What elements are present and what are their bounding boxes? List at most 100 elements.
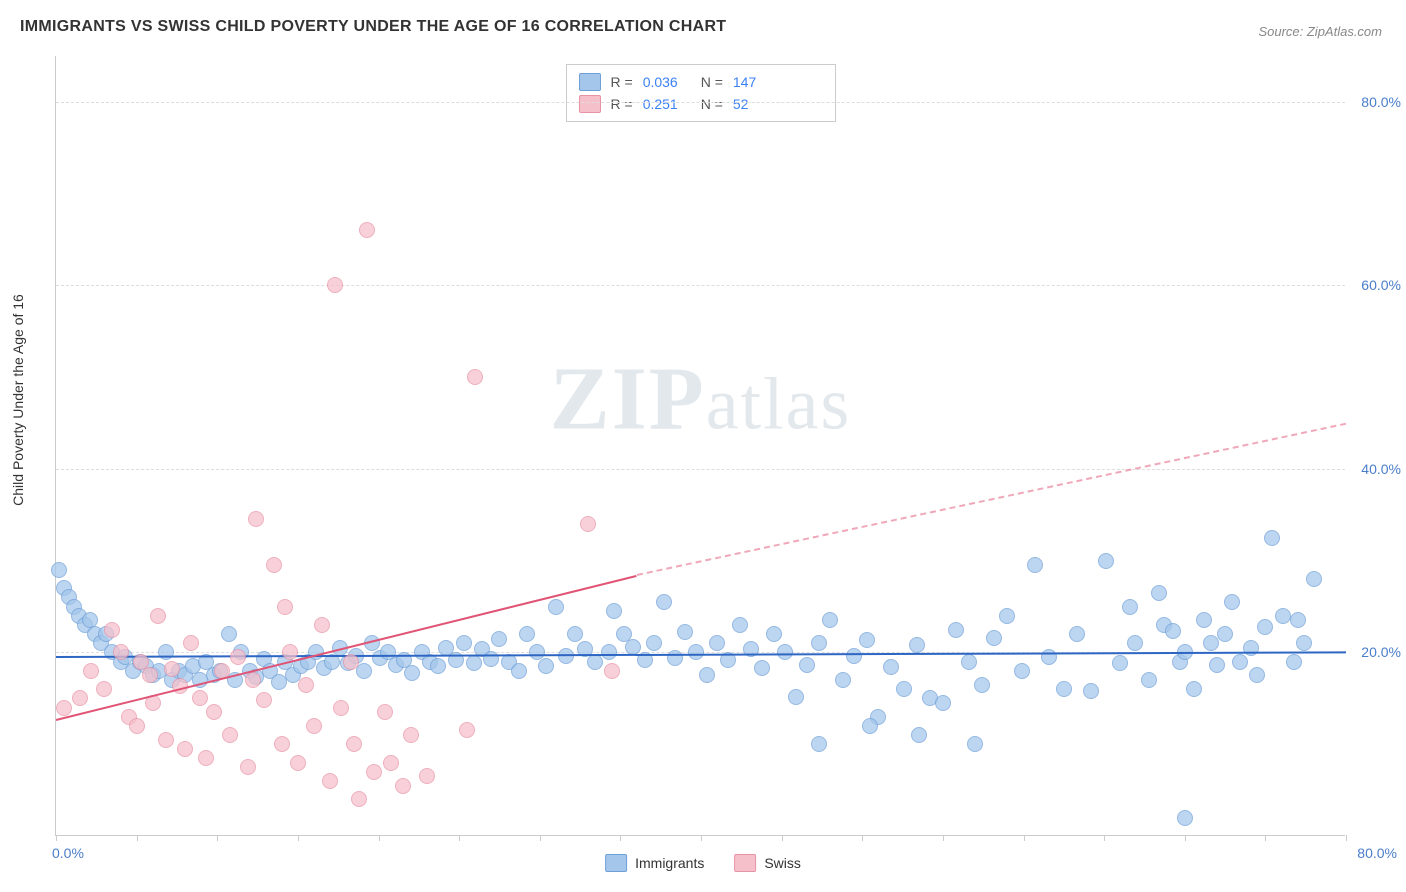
scatter-point — [859, 632, 875, 648]
legend-item: Immigrants — [605, 846, 704, 880]
source-prefix: Source: — [1258, 24, 1306, 39]
r-label-0: R = — [611, 74, 633, 90]
watermark: ZIPatlas — [550, 347, 852, 450]
scatter-point — [277, 599, 293, 615]
scatter-point — [1203, 635, 1219, 651]
scatter-point — [677, 624, 693, 640]
scatter-point — [883, 659, 899, 675]
scatter-point — [222, 727, 238, 743]
scatter-point — [356, 663, 372, 679]
scatter-point — [1083, 683, 1099, 699]
scatter-point — [862, 718, 878, 734]
scatter-point — [688, 644, 704, 660]
scatter-point — [404, 665, 420, 681]
legend-label: Immigrants — [635, 855, 704, 871]
scatter-point — [230, 649, 246, 665]
legend-label: Swiss — [764, 855, 801, 871]
scatter-point — [1296, 635, 1312, 651]
scatter-point — [333, 700, 349, 716]
scatter-point — [601, 644, 617, 660]
scatter-point — [519, 626, 535, 642]
swatch-immigrants — [579, 73, 601, 91]
scatter-point — [177, 741, 193, 757]
r-value-0: 0.036 — [643, 74, 691, 90]
scatter-point — [667, 650, 683, 666]
xtick-mark — [1346, 835, 1347, 841]
watermark-zip: ZIP — [550, 349, 706, 448]
scatter-point — [221, 626, 237, 642]
scatter-point — [1177, 810, 1193, 826]
xtick-mark — [701, 835, 702, 841]
xtick-mark — [1024, 835, 1025, 841]
scatter-point — [999, 608, 1015, 624]
scatter-point — [935, 695, 951, 711]
scatter-point — [96, 681, 112, 697]
gridline — [56, 469, 1345, 470]
scatter-point — [51, 562, 67, 578]
xtick-mark — [943, 835, 944, 841]
scatter-point — [1112, 655, 1128, 671]
scatter-point — [709, 635, 725, 651]
xtick-mark — [1185, 835, 1186, 841]
trend-line — [56, 574, 637, 720]
scatter-point — [1286, 654, 1302, 670]
scatter-point — [183, 635, 199, 651]
scatter-point — [646, 635, 662, 651]
scatter-point — [606, 603, 622, 619]
scatter-point — [483, 651, 499, 667]
scatter-point — [366, 764, 382, 780]
scatter-point — [961, 654, 977, 670]
scatter-point — [83, 663, 99, 679]
scatter-point — [359, 222, 375, 238]
scatter-point — [1069, 626, 1085, 642]
scatter-point — [198, 750, 214, 766]
scatter-point — [754, 660, 770, 676]
n-value-1: 52 — [733, 96, 781, 112]
xtick-mark — [782, 835, 783, 841]
scatter-point — [164, 661, 180, 677]
ytick-label: 20.0% — [1361, 644, 1401, 660]
xtick-mark — [540, 835, 541, 841]
scatter-point — [1151, 585, 1167, 601]
scatter-point — [788, 689, 804, 705]
scatter-point — [430, 658, 446, 674]
scatter-point — [306, 718, 322, 734]
scatter-point — [909, 637, 925, 653]
scatter-point — [403, 727, 419, 743]
scatter-point — [974, 677, 990, 693]
r-value-1: 0.251 — [643, 96, 691, 112]
scatter-point — [1264, 530, 1280, 546]
scatter-point — [967, 736, 983, 752]
legend-correlation: R = 0.036 N = 147 R = 0.251 N = 52 — [566, 64, 836, 122]
scatter-point — [811, 736, 827, 752]
watermark-atlas: atlas — [706, 363, 852, 445]
scatter-point — [395, 778, 411, 794]
scatter-point — [314, 617, 330, 633]
scatter-point — [150, 608, 166, 624]
scatter-point — [113, 644, 129, 660]
xtick-label: 0.0% — [52, 845, 84, 861]
ytick-label: 80.0% — [1361, 94, 1401, 110]
xtick-mark — [298, 835, 299, 841]
scatter-point — [290, 755, 306, 771]
scatter-point — [538, 658, 554, 674]
scatter-point — [548, 599, 564, 615]
scatter-point — [1196, 612, 1212, 628]
n-label-0: N = — [701, 74, 723, 90]
gridline — [56, 285, 1345, 286]
scatter-point — [104, 622, 120, 638]
scatter-point — [459, 722, 475, 738]
scatter-point — [846, 648, 862, 664]
xtick-mark — [379, 835, 380, 841]
scatter-point — [1014, 663, 1030, 679]
scatter-point — [766, 626, 782, 642]
legend-item: Swiss — [734, 846, 801, 880]
xtick-mark — [1265, 835, 1266, 841]
scatter-point — [811, 635, 827, 651]
scatter-point — [835, 672, 851, 688]
scatter-point — [580, 516, 596, 532]
scatter-point — [282, 644, 298, 660]
scatter-point — [298, 677, 314, 693]
scatter-point — [343, 654, 359, 670]
scatter-point — [72, 690, 88, 706]
